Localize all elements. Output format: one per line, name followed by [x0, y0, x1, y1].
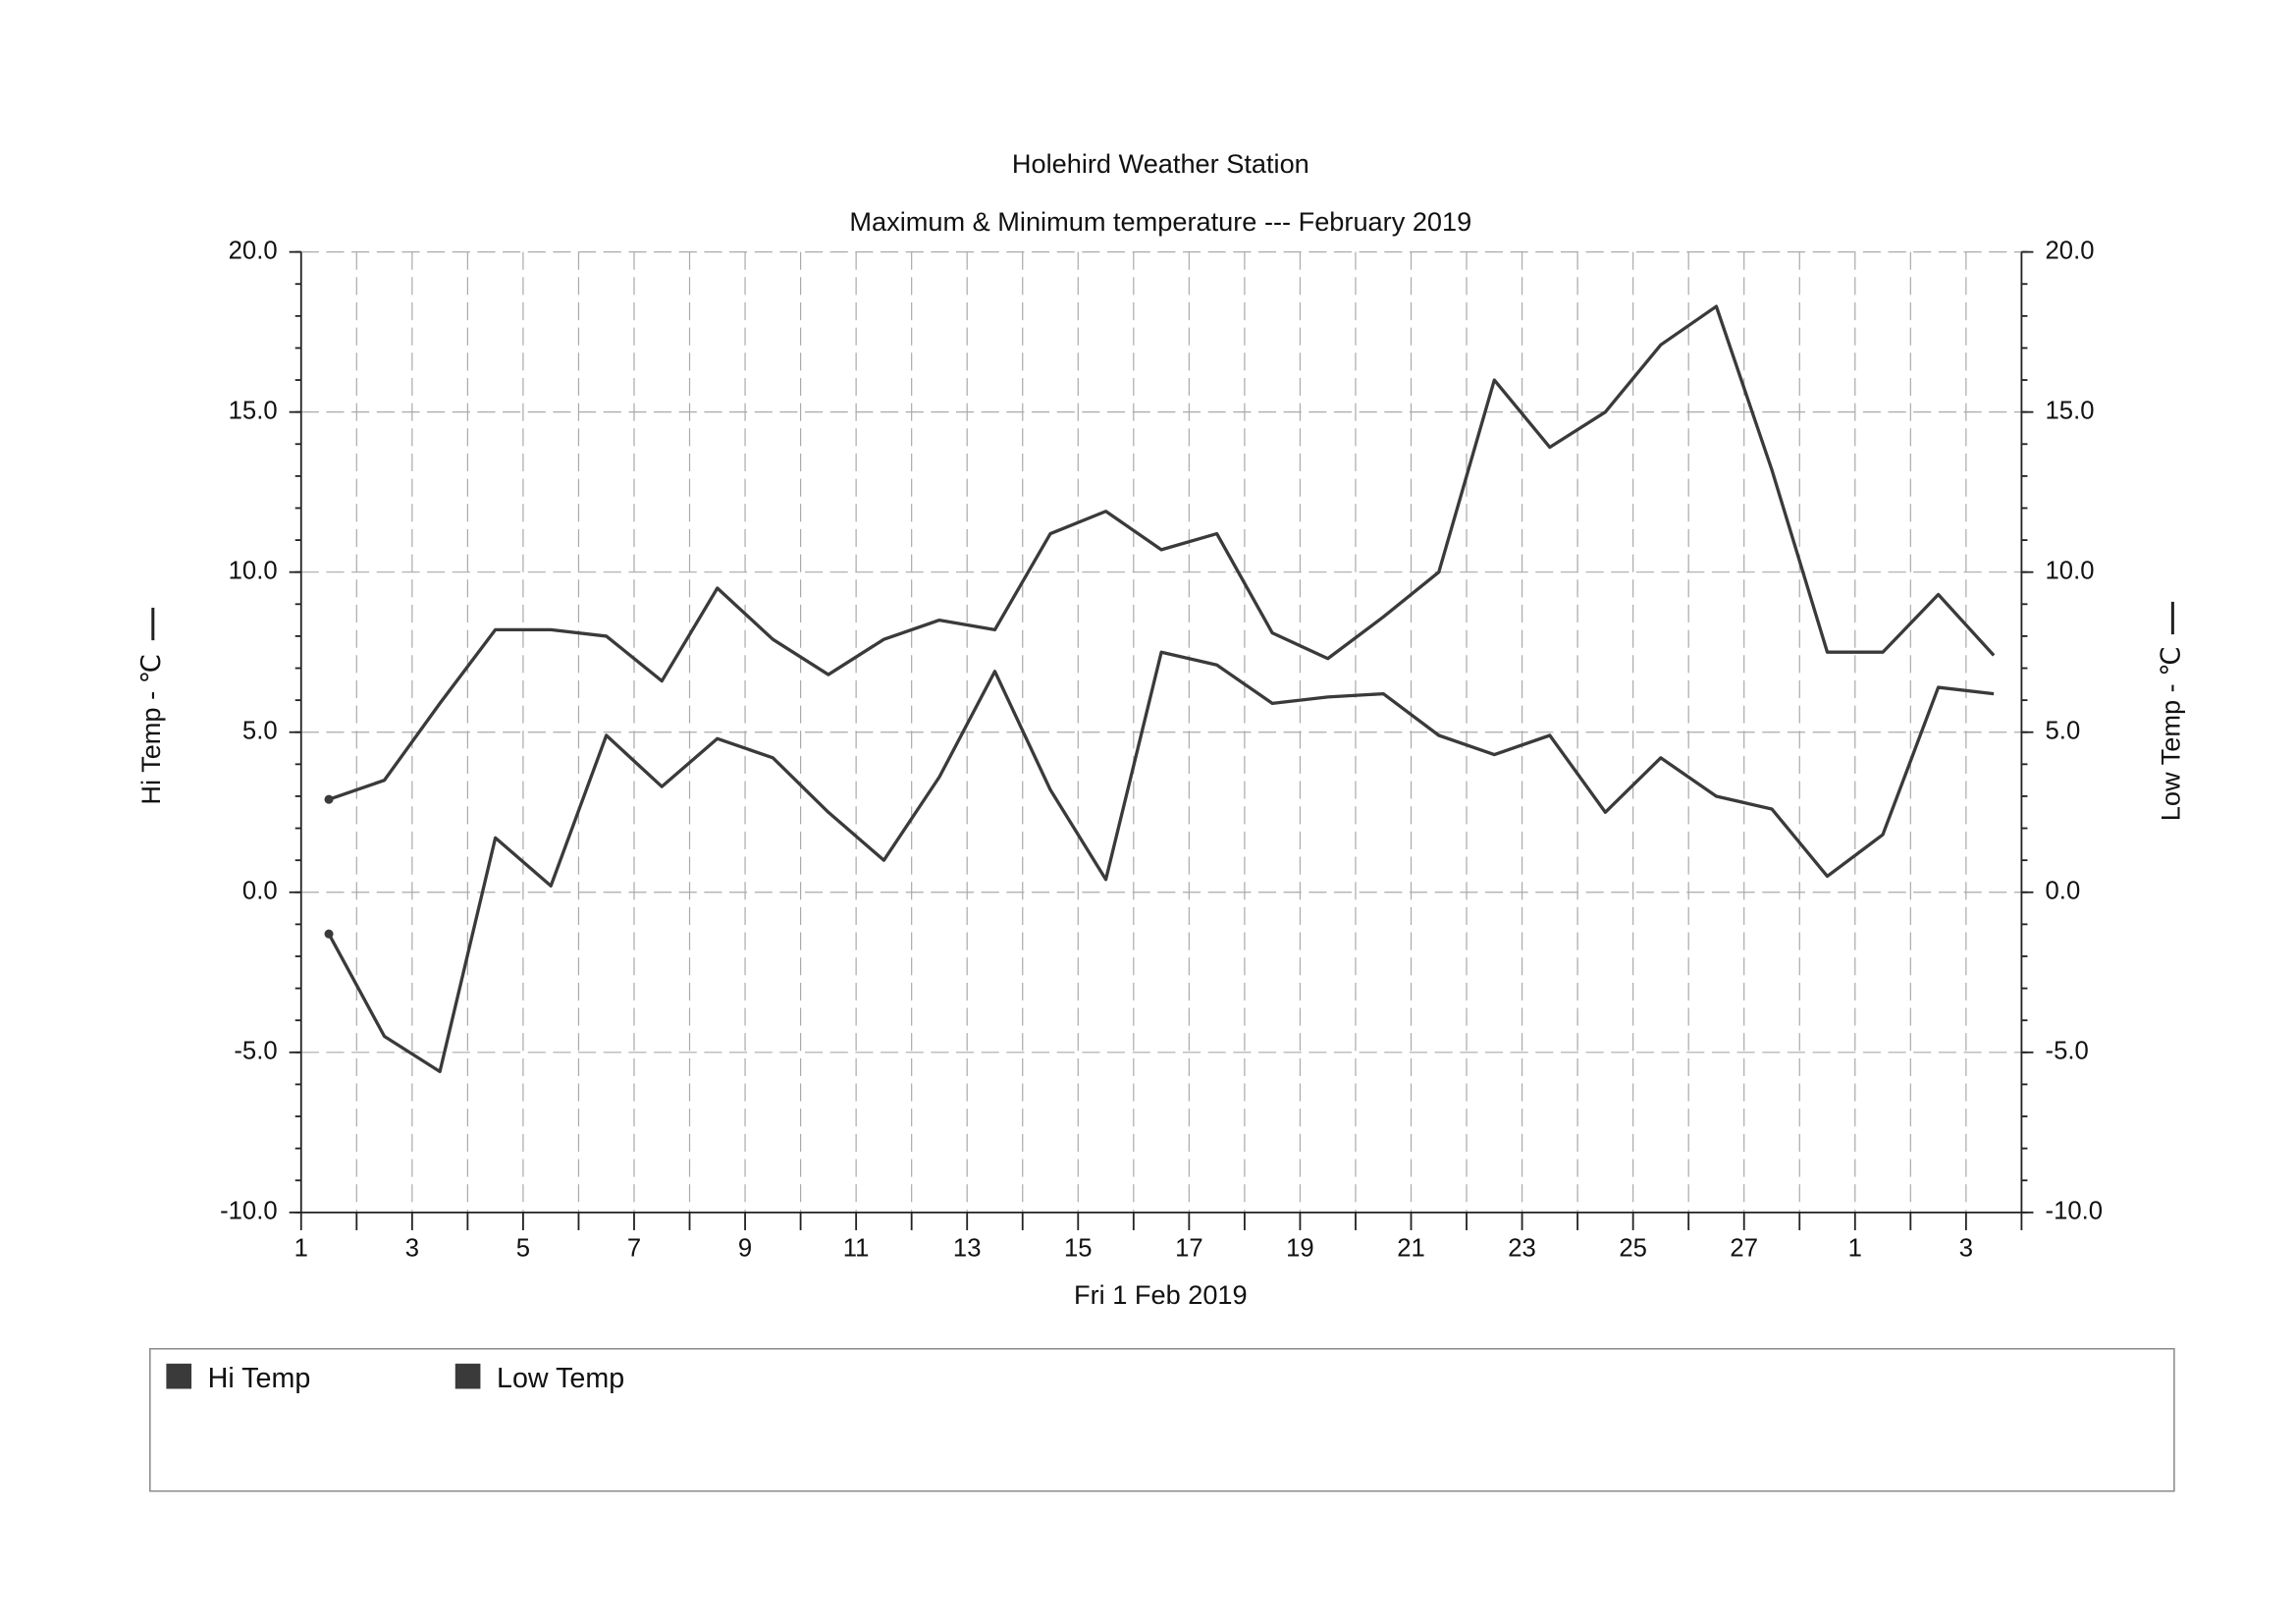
- x-tick-label: 13: [953, 1234, 982, 1262]
- y2-tick-label: 20.0: [2046, 237, 2095, 264]
- y-tick-label: -5.0: [234, 1038, 277, 1065]
- x-tick-label: 27: [1730, 1234, 1758, 1262]
- x-tick-label: 1: [294, 1234, 308, 1262]
- x-tick-label: 9: [738, 1234, 752, 1262]
- legend-swatch: [454, 1363, 481, 1389]
- y2-axis-label: Low Temp - ℃: [2156, 646, 2186, 821]
- legend-label: Low Temp: [497, 1363, 624, 1394]
- x-tick-label: 19: [1286, 1234, 1314, 1262]
- y-tick-label: 15.0: [229, 397, 278, 424]
- line-series: [327, 650, 1995, 1074]
- y2-tick-label: 15.0: [2046, 397, 2095, 424]
- x-tick-label: 11: [843, 1234, 870, 1262]
- x-tick-label: 5: [516, 1234, 530, 1262]
- x-tick-label: 3: [1959, 1234, 1973, 1262]
- x-tick-label: 25: [1619, 1234, 1647, 1262]
- chart-title: Holehird Weather Station: [1012, 148, 1309, 179]
- y-tick-label: 5.0: [242, 718, 278, 745]
- x-tick-label: 1: [1848, 1234, 1862, 1262]
- legend-label: Hi Temp: [208, 1363, 311, 1394]
- legend-box: [149, 1347, 2175, 1492]
- x-tick-label: 7: [627, 1234, 641, 1262]
- y-tick-label: -10.0: [220, 1198, 277, 1225]
- y2-tick-label: 10.0: [2046, 557, 2095, 584]
- x-tick-label: 15: [1064, 1234, 1093, 1262]
- y2-tick-label: -10.0: [2046, 1198, 2103, 1225]
- x-tick-label: 23: [1508, 1234, 1536, 1262]
- y2-tick-label: 5.0: [2046, 718, 2081, 745]
- chart-subtitle: Maximum & Minimum temperature --- Februa…: [849, 206, 1471, 237]
- start-point: [324, 794, 334, 804]
- y-tick-label: 20.0: [229, 237, 278, 264]
- y-tick-label: 10.0: [229, 557, 278, 584]
- x-tick-label: 21: [1397, 1234, 1425, 1262]
- y2-tick-label: 0.0: [2046, 878, 2081, 905]
- x-axis-label: Fri 1 Feb 2019: [1074, 1279, 1248, 1310]
- start-point: [324, 929, 334, 939]
- x-tick-label: 17: [1175, 1234, 1203, 1262]
- line-series: [328, 304, 1996, 801]
- legend-swatch: [166, 1363, 192, 1389]
- y2-tick-label: -5.0: [2046, 1038, 2089, 1065]
- y-axis-label: Hi Temp - ℃: [135, 654, 166, 805]
- y-tick-label: 0.0: [242, 878, 278, 905]
- x-tick-label: 3: [405, 1234, 419, 1262]
